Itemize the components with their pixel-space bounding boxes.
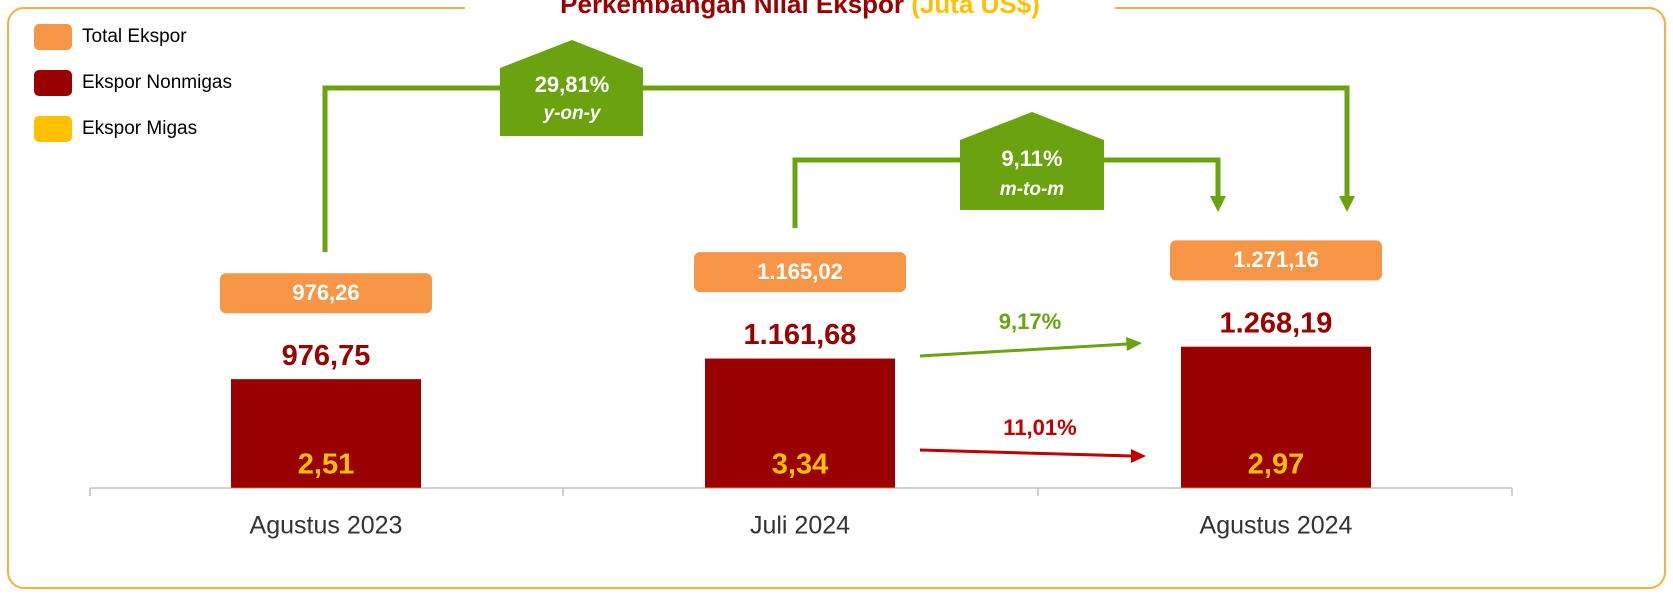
mtm-badge: [960, 112, 1104, 210]
legend-swatch: [34, 116, 72, 142]
x-tick-label: Agustus 2024: [1200, 512, 1353, 540]
nonmigas-arrow: [919, 342, 1129, 358]
axis-ticks: [89, 488, 1513, 496]
mtm-value: 9,11%: [1001, 146, 1062, 171]
migas-label: 3,34: [772, 449, 828, 481]
migas-growth: 11,01%: [1003, 415, 1076, 440]
arrow-head: [1339, 196, 1355, 212]
nonmigas-label: 976,75: [282, 340, 371, 372]
bar-nonmigas: [231, 379, 421, 488]
total-box: [220, 273, 432, 314]
legend-swatch: [34, 24, 72, 50]
x-tick-label: Agustus 2023: [250, 512, 403, 540]
mtm-note: m-to-m: [1000, 179, 1064, 200]
x-tick-label: Juli 2024: [750, 512, 850, 540]
title-backdrop: [465, 0, 1115, 20]
bar-nonmigas: [1181, 346, 1371, 488]
total-box: [694, 252, 906, 293]
arrow-head: [1126, 337, 1142, 351]
yoy-value: 29,81%: [535, 72, 610, 97]
legend-label: Ekspor Migas: [82, 118, 197, 139]
yoy-badge: [500, 40, 643, 136]
nonmigas-label: 1.161,68: [744, 319, 857, 351]
chart-title: Perkembangan Nilai Ekspor (Juta US$): [560, 0, 1040, 19]
total-box: [1170, 240, 1382, 281]
total-label: 1.271,16: [1233, 247, 1319, 272]
arrow-head: [1210, 196, 1226, 212]
nonmigas-label: 1.268,19: [1220, 307, 1333, 339]
legend-swatch: [34, 70, 72, 96]
migas-label: 2,51: [298, 449, 354, 481]
arrow-head: [1131, 449, 1146, 463]
title-unit: (Juta US$): [911, 0, 1040, 19]
migas-label: 2,97: [1248, 449, 1304, 481]
nonmigas-growth: 9,17%: [999, 309, 1061, 334]
migas-arrow: [919, 448, 1133, 458]
bar-nonmigas: [705, 358, 895, 488]
total-label: 976,26: [292, 280, 359, 305]
title-main: Perkembangan Nilai Ekspor: [560, 0, 904, 19]
legend-label: Total Ekspor: [82, 26, 187, 47]
legend-label: Ekspor Nonmigas: [82, 72, 232, 93]
yoy-note: y-on-y: [543, 103, 602, 124]
yoy-bracket: [322, 85, 1350, 252]
total-label: 1.165,02: [757, 259, 843, 284]
